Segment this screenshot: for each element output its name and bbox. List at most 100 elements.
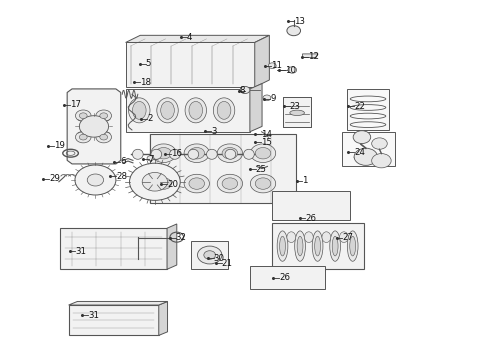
Ellipse shape (290, 110, 304, 116)
Ellipse shape (322, 232, 331, 243)
Text: 25: 25 (256, 165, 267, 174)
Text: 3: 3 (211, 127, 217, 136)
Text: 27: 27 (343, 233, 353, 242)
FancyBboxPatch shape (347, 89, 389, 130)
Text: 14: 14 (261, 130, 271, 139)
Ellipse shape (332, 236, 338, 256)
Polygon shape (302, 54, 318, 58)
Circle shape (96, 131, 112, 143)
Ellipse shape (304, 232, 313, 243)
Polygon shape (125, 42, 255, 87)
Text: 18: 18 (140, 78, 151, 87)
Ellipse shape (280, 236, 286, 256)
Circle shape (147, 156, 154, 161)
Ellipse shape (350, 236, 356, 256)
Polygon shape (167, 224, 177, 269)
Polygon shape (255, 35, 270, 87)
Circle shape (354, 148, 377, 165)
Circle shape (255, 148, 271, 159)
Polygon shape (150, 134, 296, 203)
Ellipse shape (170, 149, 180, 159)
Text: 5: 5 (146, 59, 151, 68)
Text: 8: 8 (239, 86, 245, 95)
Polygon shape (125, 89, 250, 132)
Circle shape (75, 165, 116, 195)
Ellipse shape (294, 231, 305, 261)
FancyBboxPatch shape (343, 132, 395, 166)
Circle shape (151, 174, 176, 193)
Circle shape (79, 116, 109, 137)
Circle shape (184, 174, 209, 193)
Text: 22: 22 (354, 102, 365, 111)
Polygon shape (69, 301, 168, 305)
Ellipse shape (277, 231, 288, 261)
Ellipse shape (330, 231, 341, 261)
Circle shape (197, 246, 222, 264)
Text: 2: 2 (147, 114, 152, 123)
Text: 1: 1 (302, 176, 308, 185)
Text: 11: 11 (271, 61, 282, 70)
Circle shape (250, 144, 276, 162)
Circle shape (156, 148, 171, 159)
Text: 10: 10 (285, 66, 296, 75)
Text: 32: 32 (176, 233, 187, 242)
Circle shape (372, 138, 387, 149)
Text: 7: 7 (148, 155, 154, 164)
Circle shape (217, 174, 243, 193)
Polygon shape (250, 266, 325, 289)
Ellipse shape (185, 98, 206, 123)
Text: 6: 6 (120, 157, 126, 166)
Circle shape (250, 174, 276, 193)
Text: 21: 21 (221, 259, 233, 268)
Circle shape (100, 134, 108, 140)
Ellipse shape (189, 102, 202, 119)
Text: 13: 13 (294, 17, 305, 26)
Text: 12: 12 (308, 52, 319, 61)
Ellipse shape (213, 98, 235, 123)
Polygon shape (283, 97, 311, 127)
Text: 26: 26 (305, 214, 317, 223)
Polygon shape (67, 89, 121, 164)
Circle shape (79, 113, 87, 118)
Circle shape (222, 178, 238, 189)
Text: 24: 24 (354, 148, 365, 157)
Circle shape (255, 178, 271, 189)
Text: 29: 29 (49, 174, 60, 183)
FancyBboxPatch shape (283, 97, 311, 127)
Text: 16: 16 (171, 149, 182, 158)
Ellipse shape (315, 236, 320, 256)
Circle shape (156, 178, 171, 189)
Ellipse shape (206, 149, 217, 159)
Ellipse shape (287, 232, 295, 243)
Circle shape (288, 67, 296, 73)
Circle shape (189, 148, 204, 159)
Polygon shape (69, 305, 159, 336)
Circle shape (75, 110, 91, 121)
Polygon shape (125, 35, 270, 42)
Ellipse shape (132, 149, 143, 159)
Text: 4: 4 (187, 33, 192, 42)
Ellipse shape (157, 98, 178, 123)
Text: 28: 28 (116, 172, 127, 181)
Circle shape (263, 95, 271, 101)
Circle shape (189, 178, 204, 189)
Circle shape (184, 144, 209, 162)
Ellipse shape (312, 231, 323, 261)
Text: 30: 30 (214, 254, 225, 263)
Polygon shape (60, 228, 167, 269)
Ellipse shape (161, 102, 174, 119)
Text: 15: 15 (261, 138, 271, 147)
Polygon shape (192, 241, 228, 269)
Ellipse shape (151, 149, 162, 159)
Circle shape (372, 154, 391, 168)
Circle shape (75, 131, 91, 143)
Text: 17: 17 (70, 100, 80, 109)
Circle shape (100, 113, 108, 118)
Ellipse shape (132, 102, 146, 119)
Polygon shape (272, 192, 350, 220)
Circle shape (217, 144, 243, 162)
Text: 31: 31 (88, 311, 99, 320)
Ellipse shape (244, 149, 254, 159)
Circle shape (353, 131, 371, 144)
Ellipse shape (340, 232, 348, 243)
